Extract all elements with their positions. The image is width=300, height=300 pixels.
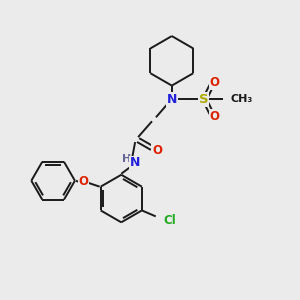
Text: O: O: [152, 143, 162, 157]
Text: Cl: Cl: [164, 214, 176, 227]
Text: N: N: [167, 93, 177, 106]
Text: O: O: [209, 76, 219, 89]
Text: H: H: [122, 154, 131, 164]
Text: CH₃: CH₃: [230, 94, 253, 104]
Text: N: N: [130, 156, 140, 170]
Text: O: O: [79, 175, 89, 188]
Text: S: S: [199, 93, 208, 106]
Text: O: O: [209, 110, 219, 123]
